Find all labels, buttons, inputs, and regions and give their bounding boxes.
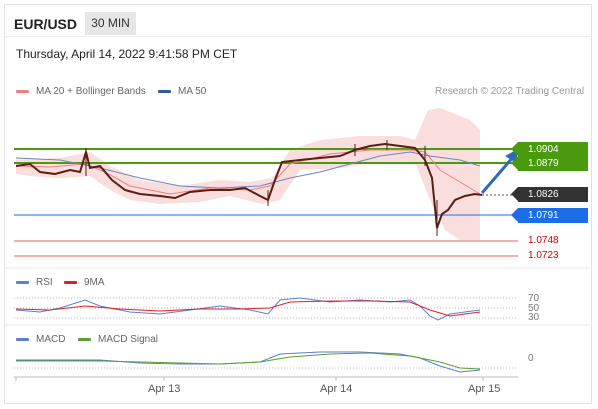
research-credit: Research © 2022 Trading Central	[435, 86, 585, 97]
resistance-1-tag: 1.0879	[511, 156, 588, 171]
legend-rsi: RSI	[16, 277, 53, 288]
rsi-level-70: 70	[528, 293, 540, 304]
pair-title: EUR/USD	[14, 16, 78, 32]
legend-ma50-label: MA 50	[178, 86, 207, 97]
resistance-2-tag: 1.0904	[511, 142, 588, 157]
macd-swatch	[16, 338, 29, 341]
legend-rsi-ma: 9MA	[64, 277, 105, 288]
rsi-ma-swatch	[64, 281, 77, 284]
timeframe-badge[interactable]: 30 MIN	[85, 12, 136, 35]
macd-line	[16, 351, 481, 373]
legend-macd: MACD	[16, 334, 65, 345]
ma50-swatch	[158, 90, 171, 93]
rsi-level-50: 50	[528, 303, 540, 314]
legend-macd-signal-label: MACD Signal	[98, 334, 159, 345]
ma50-line	[15, 151, 481, 189]
last-price-tag: 1.0826	[511, 187, 588, 202]
support-2-value: 1.0748	[528, 235, 559, 246]
forecast-arrow	[480, 155, 516, 194]
ma20-line	[15, 149, 481, 195]
macd-zero-label: 0	[528, 353, 534, 364]
support-1-value: 1.0791	[528, 210, 559, 221]
x-label-apr15: Apr 15	[468, 383, 501, 395]
candle-wicks	[85, 140, 438, 236]
last-price-value: 1.0826	[528, 189, 559, 200]
legend-ma-bb: MA 20 + Bollinger Bands	[16, 86, 146, 97]
rsi-level-30: 30	[528, 312, 540, 323]
resistance-1-value: 1.0879	[528, 158, 559, 169]
legend-macd-signal: MACD Signal	[78, 334, 158, 345]
ma-bb-swatch	[16, 90, 29, 93]
support-1-tag: 1.0791	[511, 208, 588, 223]
macd-signal-line	[16, 352, 481, 370]
x-label-apr13: Apr 13	[148, 383, 181, 395]
rsi-ma-line	[15, 300, 481, 317]
legend-macd-label: MACD	[36, 334, 66, 345]
x-label-apr14: Apr 14	[320, 383, 353, 395]
macd-signal-swatch	[78, 338, 91, 341]
timestamp: Thursday, April 14, 2022 9:41:58 PM CET	[16, 47, 238, 61]
legend-rsi-ma-label: 9MA	[84, 277, 105, 288]
legend-ma50: MA 50	[158, 86, 206, 97]
chart-widget	[4, 4, 592, 404]
support-3-value: 1.0723	[528, 250, 559, 261]
legend-ma-bb-label: MA 20 + Bollinger Bands	[36, 86, 146, 97]
rsi-swatch	[16, 281, 29, 284]
legend-rsi-label: RSI	[36, 277, 53, 288]
resistance-2-value: 1.0904	[528, 144, 559, 155]
header-divider	[4, 36, 592, 37]
bollinger-band	[16, 108, 480, 240]
rsi-line	[15, 297, 481, 321]
